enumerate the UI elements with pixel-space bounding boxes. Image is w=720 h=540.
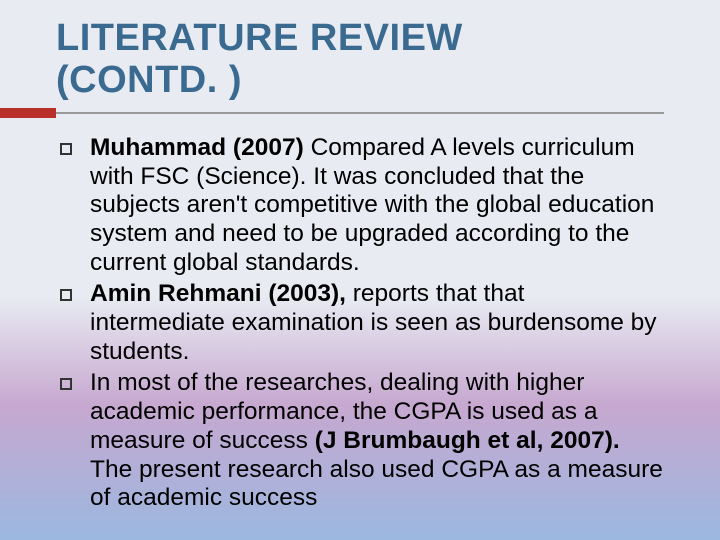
slide-title: LITERATURE REVIEW (CONTD. ) [56,18,664,102]
bold-text: Muhammad (2007) [90,134,304,161]
list-item-text: In most of the researches, dealing with … [90,369,664,514]
title-underline [0,108,664,118]
bullet-icon [60,143,72,155]
divider-line [56,112,664,114]
list-item: Amin Rehmani (2003), reports that that i… [60,280,664,367]
bold-text: Amin Rehmani (2003), [90,280,346,307]
body-text: The present research also used CGPA as a… [90,456,663,512]
list-item: In most of the researches, dealing with … [60,369,664,514]
list-item-text: Muhammad (2007) Compared A levels curric… [90,134,664,279]
accent-bar [0,108,56,118]
list-item-text: Amin Rehmani (2003), reports that that i… [90,280,664,367]
slide: LITERATURE REVIEW (CONTD. ) Muhammad (20… [0,0,720,540]
bullet-icon [60,378,72,390]
title-line-1: LITERATURE REVIEW [56,17,463,59]
content-list: Muhammad (2007) Compared A levels curric… [56,134,664,514]
bullet-icon [60,289,72,301]
bold-text: (J Brumbaugh et al, 2007). [315,427,620,454]
list-item: Muhammad (2007) Compared A levels curric… [60,134,664,279]
title-line-2: (CONTD. ) [56,59,242,101]
